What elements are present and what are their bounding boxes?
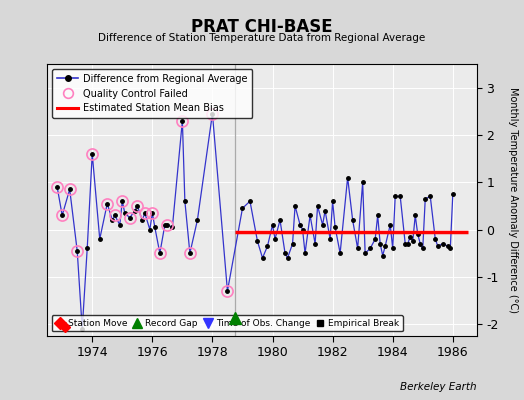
Text: Berkeley Earth: Berkeley Earth xyxy=(400,382,477,392)
Legend: Station Move, Record Gap, Time of Obs. Change, Empirical Break: Station Move, Record Gap, Time of Obs. C… xyxy=(52,315,403,332)
Text: PRAT CHI-BASE: PRAT CHI-BASE xyxy=(191,18,333,36)
Y-axis label: Monthly Temperature Anomaly Difference (°C): Monthly Temperature Anomaly Difference (… xyxy=(508,87,518,313)
Text: Difference of Station Temperature Data from Regional Average: Difference of Station Temperature Data f… xyxy=(99,33,425,43)
